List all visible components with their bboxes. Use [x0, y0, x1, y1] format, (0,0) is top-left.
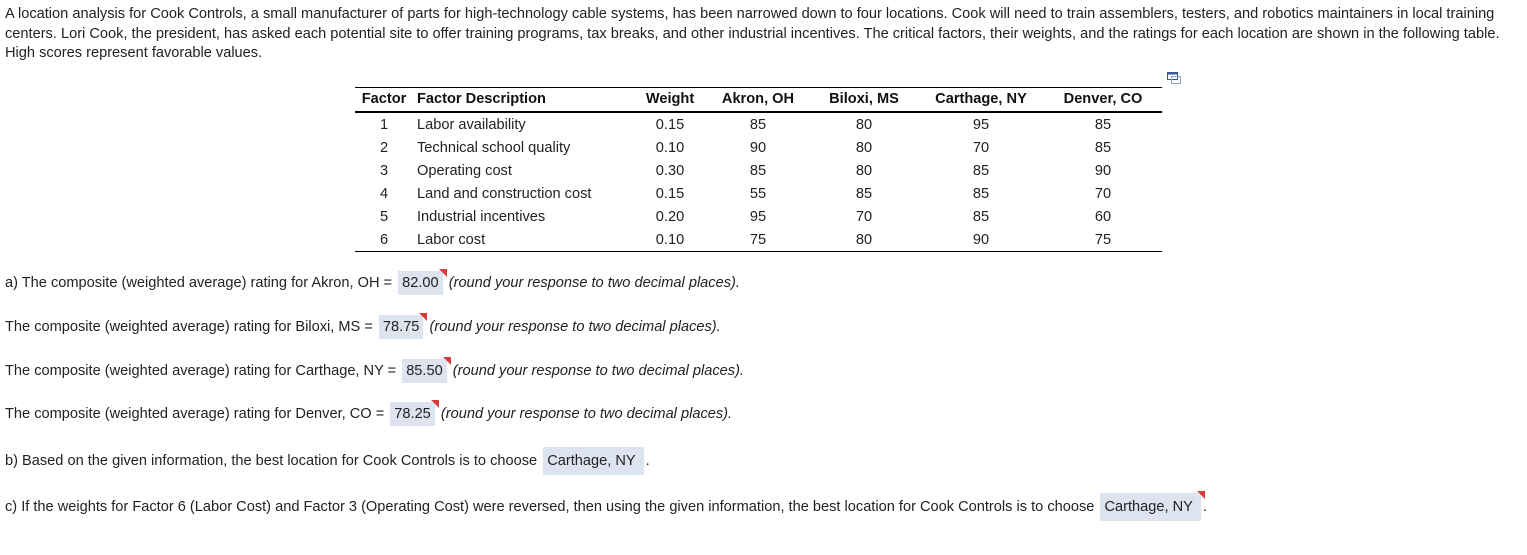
factor-description: Labor availability [417, 116, 526, 133]
answer-field-biloxi[interactable]: 78.75 [378, 313, 428, 339]
incorrect-flag-icon [419, 313, 428, 321]
rating-akron: 85 [749, 162, 767, 179]
rating-akron: 55 [749, 185, 767, 202]
rating-biloxi: 80 [855, 162, 873, 179]
factor-number: 1 [379, 116, 389, 133]
rating-akron: 85 [749, 116, 767, 133]
rounding-hint: (round your response to two decimal plac… [448, 275, 740, 291]
question-text: c) If the weights for Factor 6 (Labor Co… [5, 499, 1099, 515]
factor-weight: 0.15 [655, 116, 685, 133]
rating-denver: 85 [1094, 139, 1112, 156]
rating-biloxi: 85 [855, 185, 873, 202]
factor-description: Technical school quality [417, 139, 571, 156]
factor-weight: 0.10 [655, 139, 685, 156]
factor-weight: 0.30 [655, 162, 685, 179]
rating-denver: 70 [1094, 185, 1112, 202]
factor-number: 4 [379, 185, 389, 202]
header-factor: Factor [355, 87, 413, 113]
factors-table: Factor Factor Description Weight Akron, … [355, 87, 1162, 252]
factor-number: 5 [379, 208, 389, 225]
factor-number: 2 [379, 139, 389, 156]
table-row: 2 Technical school quality 0.10 90 80 70… [355, 136, 1162, 159]
rating-biloxi: 70 [855, 208, 873, 225]
answer-dropdown-reversed-weights[interactable]: Carthage, NY [1100, 491, 1205, 521]
problem-intro: A location analysis for Cook Controls, a… [5, 6, 1500, 61]
header-denver: Denver, CO [1044, 87, 1162, 113]
factor-description: Industrial incentives [417, 208, 546, 225]
question-denver: The composite (weighted average) rating … [5, 400, 733, 426]
factor-description: Land and construction cost [417, 185, 592, 202]
sentence-end: . [645, 453, 650, 469]
rating-carthage: 70 [972, 139, 990, 156]
question-text: a) The composite (weighted average) rati… [5, 275, 397, 291]
rating-biloxi: 80 [810, 228, 918, 252]
rounding-hint: (round your response to two decimal plac… [452, 363, 744, 379]
factor-weight: 0.20 [655, 208, 685, 225]
answer-value: 78.25 [394, 406, 431, 422]
table-row: 1 Labor availability 0.15 85 80 95 85 [355, 112, 1162, 136]
rating-biloxi: 80 [855, 116, 873, 133]
table-row: 5 Industrial incentives 0.20 95 70 85 60 [355, 205, 1162, 228]
rounding-hint: (round your response to two decimal plac… [440, 406, 733, 422]
rating-carthage: 95 [972, 116, 990, 133]
factor-description: Operating cost [417, 162, 512, 179]
question-carthage: The composite (weighted average) rating … [5, 357, 744, 383]
rating-carthage: 85 [972, 208, 990, 225]
answer-dropdown-best-location[interactable]: Carthage, NY [543, 447, 644, 475]
rating-carthage: 85 [972, 185, 990, 202]
factor-number: 6 [355, 228, 413, 252]
answer-field-carthage[interactable]: 85.50 [402, 357, 451, 383]
factor-description: Labor cost [413, 228, 634, 252]
rating-denver: 85 [1094, 116, 1112, 133]
rating-denver: 75 [1044, 228, 1162, 252]
rating-akron: 90 [749, 139, 767, 156]
rating-biloxi: 80 [855, 139, 873, 156]
popout-window-icon[interactable] [1167, 72, 1181, 84]
question-text: b) Based on the given information, the b… [5, 453, 542, 469]
rating-akron: 75 [706, 228, 810, 252]
question-text: The composite (weighted average) rating … [5, 363, 401, 379]
answer-value: 78.75 [382, 319, 420, 335]
header-biloxi: Biloxi, MS [810, 87, 918, 113]
rating-denver: 60 [1094, 208, 1112, 225]
table-row: 4 Land and construction cost 0.15 55 85 … [355, 182, 1162, 205]
answer-value: 85.50 [406, 363, 443, 379]
answer-field-denver[interactable]: 78.25 [390, 400, 439, 426]
answer-value: 82.00 [402, 275, 439, 291]
factor-number: 3 [379, 162, 389, 179]
table-header-row: Factor Factor Description Weight Akron, … [355, 87, 1162, 113]
rating-akron: 95 [749, 208, 767, 225]
rounding-hint: (round your response to two decimal plac… [429, 319, 721, 335]
table-row: 6 Labor cost 0.10 75 80 90 75 [355, 228, 1162, 252]
factor-weight: 0.10 [634, 228, 706, 252]
question-c: c) If the weights for Factor 6 (Labor Co… [5, 491, 1207, 521]
answer-value: Carthage, NY [1104, 499, 1193, 515]
question-b: b) Based on the given information, the b… [5, 447, 650, 475]
incorrect-flag-icon [442, 357, 451, 365]
header-description: Factor Description [413, 87, 634, 113]
question-text: The composite (weighted average) rating … [5, 406, 389, 422]
rating-denver: 90 [1094, 162, 1112, 179]
question-text: The composite (weighted average) rating … [5, 319, 377, 335]
rating-carthage: 90 [918, 228, 1044, 252]
sentence-end: . [1202, 499, 1207, 515]
header-weight: Weight [634, 87, 706, 113]
factor-weight: 0.15 [655, 185, 685, 202]
incorrect-flag-icon [430, 400, 439, 408]
question-biloxi: The composite (weighted average) rating … [5, 313, 721, 339]
incorrect-flag-icon [438, 269, 447, 277]
answer-value: Carthage, NY [547, 453, 636, 469]
header-carthage: Carthage, NY [918, 87, 1044, 113]
table-row: 3 Operating cost 0.30 85 80 85 90 [355, 159, 1162, 182]
header-akron: Akron, OH [706, 87, 810, 113]
rating-carthage: 85 [972, 162, 990, 179]
question-a-akron: a) The composite (weighted average) rati… [5, 269, 740, 295]
answer-field-akron[interactable]: 82.00 [398, 269, 447, 295]
incorrect-flag-icon [1196, 491, 1205, 499]
